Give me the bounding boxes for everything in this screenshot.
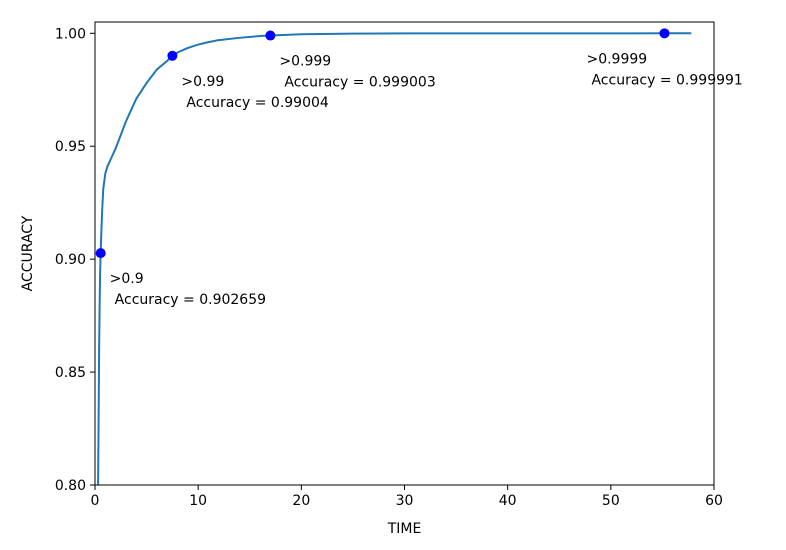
plot-frame [94,21,715,486]
threshold-point [265,30,276,41]
accuracy-label: Accuracy = 0.99004 [186,95,329,111]
y-tick-label: 0.85 [55,365,86,381]
x-tick-label: 20 [292,493,310,509]
accuracy-label: Accuracy = 0.902659 [115,292,266,308]
annotations: >0.9 Accuracy = 0.902659 >0.99 Accuracy = 0… [110,51,743,308]
x-tick-label: 0 [91,493,100,509]
x-tick-label: 30 [396,493,414,509]
threshold-label: >0.9 [110,271,144,287]
accuracy-label: Accuracy = 0.999003 [284,75,435,91]
y-axis-label: ACCURACY [20,215,36,291]
series-lines [97,32,692,486]
y-tick-label: 0.95 [55,139,86,155]
y-tick-label: 1.00 [55,26,86,42]
threshold-point [659,28,670,39]
x-tick-label: 50 [602,493,620,509]
x-tick-label: 60 [705,493,723,509]
highlight-points [95,28,670,259]
x-tick-label: 40 [499,493,517,509]
threshold-label: >0.9999 [586,51,647,67]
accuracy-label: Accuracy = 0.999991 [591,72,742,88]
threshold-label: >0.99 [181,74,224,90]
axis-ticks: 0 10 20 30 40 50 60 0.80 0.85 0.90 0.95 1.00 [55,26,723,509]
x-axis-label: TIME [387,521,422,537]
plot-area [95,22,714,485]
y-tick-label: 0.90 [55,252,86,268]
series-line [97,32,692,486]
threshold-point [167,50,178,61]
y-tick-label: 0.80 [55,478,86,494]
x-tick-label: 10 [189,493,207,509]
threshold-point [95,248,106,259]
threshold-label: >0.999 [279,54,331,70]
